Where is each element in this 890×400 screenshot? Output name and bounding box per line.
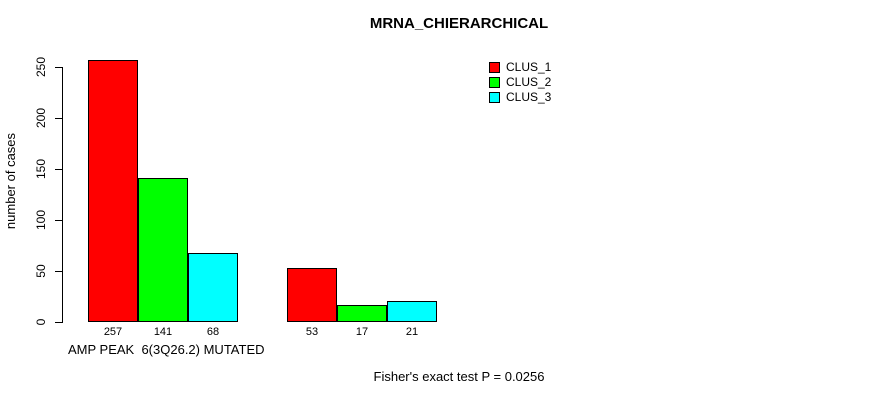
y-tick — [55, 67, 62, 68]
y-tick-label: 50 — [34, 264, 48, 278]
legend-swatch — [489, 92, 500, 103]
y-tick-label: 250 — [34, 56, 48, 78]
bar-value-label: 68 — [206, 326, 220, 338]
y-tick — [55, 271, 62, 272]
fisher-test-annotation: Fisher's exact test P = 0.0256 — [373, 369, 545, 384]
legend-item: CLUS_3 — [489, 90, 551, 105]
legend-swatch — [489, 62, 500, 73]
y-tick-label: 150 — [34, 158, 48, 180]
y-tick-label: 0 — [34, 318, 48, 326]
bar — [138, 178, 188, 322]
bar-value-label: 257 — [103, 326, 123, 338]
y-tick-label: 100 — [34, 209, 48, 231]
legend-label: CLUS_2 — [506, 75, 552, 89]
legend-swatch — [489, 77, 500, 88]
y-tick — [55, 220, 62, 221]
bar-value-label: 21 — [405, 326, 419, 338]
y-tick — [55, 118, 62, 119]
y-tick — [55, 322, 62, 323]
bar — [188, 253, 238, 322]
legend: CLUS_1 CLUS_2 CLUS_3 — [489, 60, 551, 105]
bar-value-label: 53 — [305, 326, 319, 338]
x-axis-group-label: AMP PEAK 6(3Q26.2) MUTATED — [68, 342, 265, 357]
legend-label: CLUS_1 — [506, 60, 552, 74]
y-axis-line — [62, 67, 63, 323]
legend-item: CLUS_2 — [489, 75, 551, 90]
bar-value-label: 141 — [153, 326, 173, 338]
chart-title: MRNA_CHIERARCHICAL — [369, 15, 549, 32]
legend-label: CLUS_3 — [506, 90, 552, 104]
bar — [387, 301, 437, 322]
bar — [287, 268, 337, 322]
y-tick — [55, 169, 62, 170]
bar — [88, 60, 138, 322]
bar — [337, 305, 387, 322]
bar-value-label: 17 — [355, 326, 369, 338]
y-axis-title: number of cases — [3, 132, 18, 230]
legend-item: CLUS_1 — [489, 60, 551, 75]
y-tick-label: 200 — [34, 107, 48, 129]
